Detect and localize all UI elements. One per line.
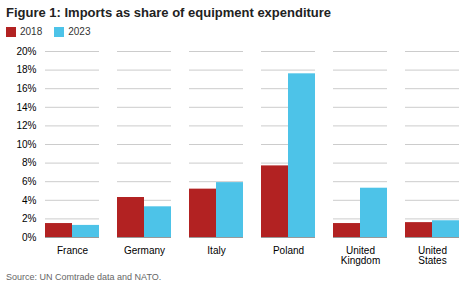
svg-text:16%: 16% xyxy=(16,83,36,94)
svg-text:18%: 18% xyxy=(16,64,36,75)
html-text:Figure 1: Imports as share of: Figure 1: Imports as share of equipment … xyxy=(6,5,332,20)
svg-text:4%: 4% xyxy=(22,195,37,206)
html-text:Source: UN Comtrade data and N: Source: UN Comtrade data and NATO. xyxy=(6,272,162,282)
svg-text:10%: 10% xyxy=(16,139,36,150)
svg-text:UnitedKingdom: UnitedKingdom xyxy=(341,245,380,266)
svg-text:20%: 20% xyxy=(16,46,36,57)
html-text:2018: 2018 xyxy=(20,26,43,37)
svg-text:Germany: Germany xyxy=(124,245,165,256)
svg-text:12%: 12% xyxy=(16,120,36,131)
svg-text:Poland: Poland xyxy=(273,245,304,256)
svg-text:0%: 0% xyxy=(22,232,37,243)
svg-text:6%: 6% xyxy=(22,176,37,187)
svg-text:14%: 14% xyxy=(16,102,36,113)
svg-text:2%: 2% xyxy=(22,213,37,224)
html-text:2023: 2023 xyxy=(68,26,91,37)
svg-text:France: France xyxy=(57,245,89,256)
svg-text:8%: 8% xyxy=(22,157,37,168)
svg-text:UnitedStates: UnitedStates xyxy=(418,245,447,266)
svg-text:Italy: Italy xyxy=(207,245,225,256)
